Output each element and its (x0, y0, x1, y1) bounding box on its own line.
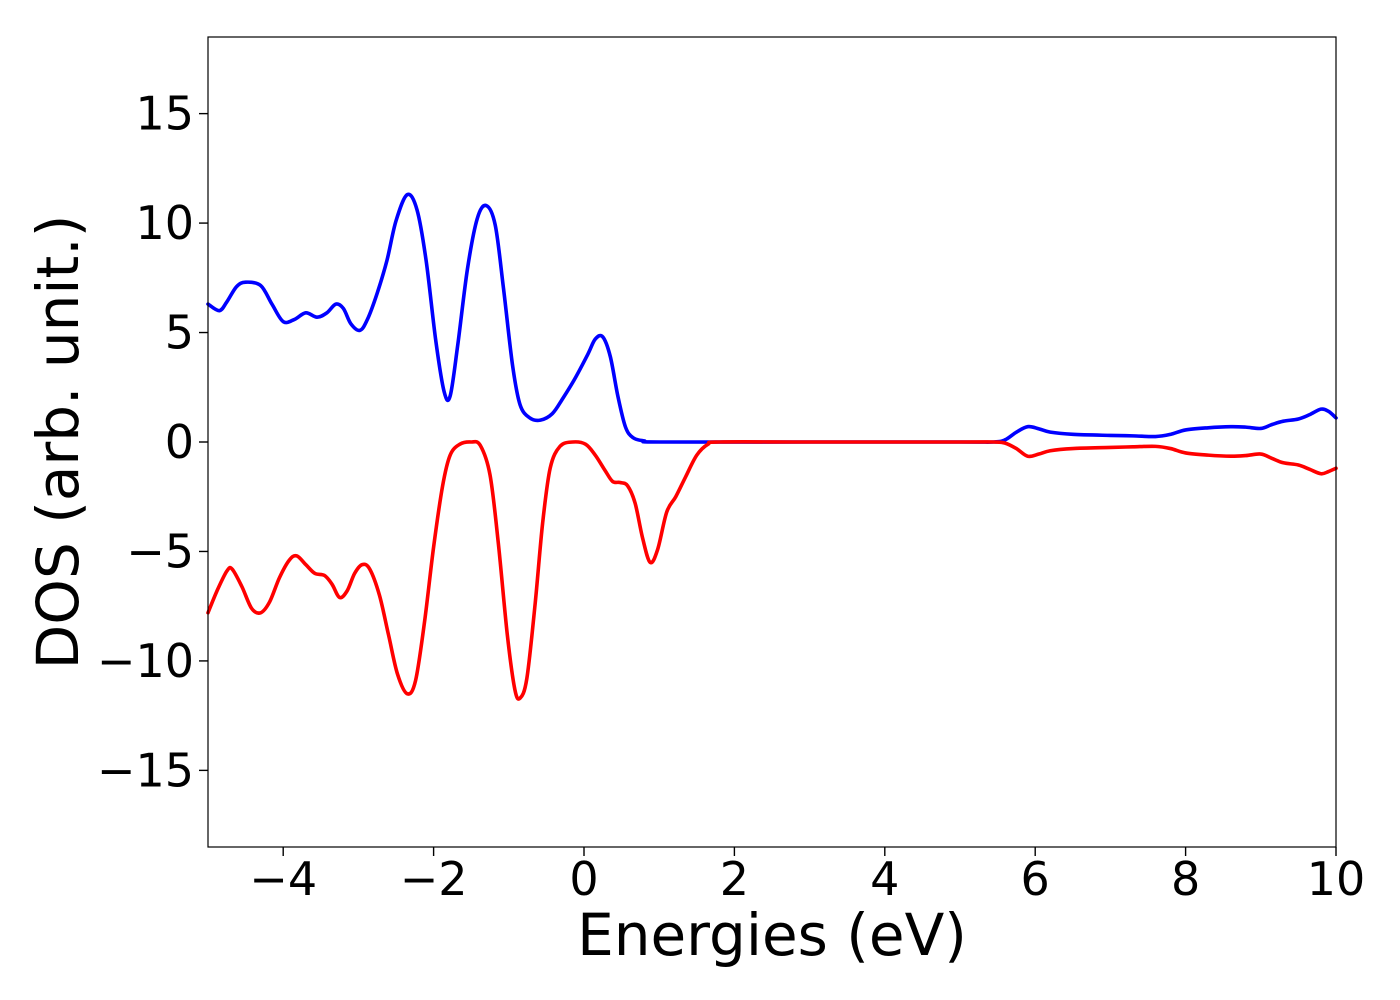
y-tick-label: 10 (135, 196, 194, 250)
x-tick-label: −2 (400, 852, 468, 906)
x-axis-title: Energies (eV) (577, 901, 967, 969)
y-tick-label: −10 (97, 634, 194, 688)
y-tick-label: 0 (165, 415, 194, 469)
x-tick-label: 8 (1171, 852, 1200, 906)
x-tick-label: 6 (1021, 852, 1050, 906)
x-tick-label: 2 (720, 852, 749, 906)
y-axis: −15 −10 −5 0 5 10 15 (97, 87, 208, 797)
x-tick-label: 4 (870, 852, 899, 906)
x-tick-label: −4 (249, 852, 317, 906)
y-tick-label: 5 (165, 306, 194, 360)
y-tick-label: 15 (135, 87, 194, 141)
series-line-1 (206, 192, 1338, 444)
y-axis-title: DOS (arb. unit.) (24, 215, 92, 670)
series-layer (206, 192, 1338, 701)
x-tick-label: 10 (1307, 852, 1366, 906)
series-line-2 (206, 439, 1338, 701)
y-tick-label: −15 (97, 743, 194, 797)
x-axis: −4 −2 0 2 4 6 8 10 (249, 847, 1365, 906)
y-tick-label: −5 (126, 524, 194, 578)
x-tick-label: 0 (569, 852, 598, 906)
